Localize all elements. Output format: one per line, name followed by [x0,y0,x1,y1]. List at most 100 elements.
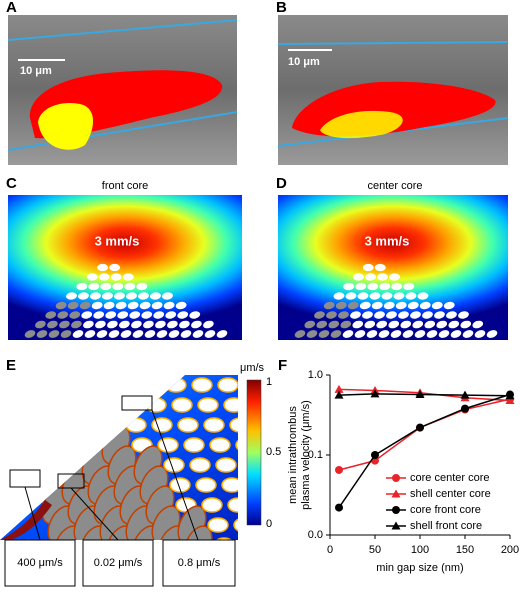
x-tick-label: 50 [369,544,381,556]
cell [125,417,147,433]
platelet [105,311,117,319]
platelet [120,330,132,338]
cell [49,425,79,465]
legend-label: shell center core [410,488,491,500]
platelet [102,292,113,300]
platelet [88,282,100,291]
cell [37,385,67,425]
cell [139,377,161,393]
platelet [138,292,149,300]
platelet [323,301,335,310]
platelet [364,320,376,329]
platelet [95,320,106,329]
cell [63,385,93,425]
platelet [431,301,443,310]
legend-marker [391,489,401,498]
platelet [450,330,462,338]
legend-label: core center core [410,472,489,484]
point [505,396,515,405]
platelet [338,311,349,319]
platelet [156,330,168,338]
platelet [81,311,93,319]
platelet [72,330,84,338]
platelet [83,320,94,329]
y-tick-label: 0.0 [308,529,323,541]
panel-label: D [276,175,287,192]
platelet [486,330,498,338]
platelet [127,301,139,310]
micrograph-b [277,15,509,165]
platelet [119,320,130,329]
platelet [66,292,77,300]
cell [113,377,135,393]
platelet [426,330,438,338]
platelet [369,292,381,300]
cell [217,377,238,393]
gap-flow-map [0,375,286,552]
colorbar [246,379,262,526]
platelet [93,311,105,319]
platelet [79,301,91,310]
platelet [132,330,144,338]
panel-label: A [6,0,17,16]
cell [87,377,109,393]
platelet [383,301,395,310]
cell [221,477,238,493]
platelet [318,330,330,338]
y-tick-label: 0.1 [308,449,323,461]
platelet [424,320,436,329]
platelet [90,292,101,300]
cell [266,538,286,552]
point [460,390,470,399]
platelet [143,320,154,329]
panel-title: center core [367,180,422,192]
platelet [330,330,342,338]
platelet [460,320,472,329]
chart: 1.0 0.1 0.0 0 50 100 150 200 min gap size (nm) me… [287,369,519,574]
cell [163,457,185,473]
platelet [365,273,376,281]
platelet [410,311,421,319]
cell [151,417,173,433]
cell [227,497,238,513]
platelet-mound [24,263,228,338]
platelet [107,320,118,329]
platelet [386,311,397,319]
platelet [48,330,60,338]
platelet [403,282,415,291]
callout-label: 400 μm/s [17,557,63,569]
platelet [203,320,214,329]
cell [215,457,237,473]
platelet [448,320,460,329]
platelet [326,311,337,319]
platelet [139,301,151,310]
platelet [378,330,390,338]
platelet [151,301,163,310]
cell [209,437,231,453]
platelet [189,311,201,319]
point [371,451,379,459]
platelet [422,311,433,319]
point [334,384,344,393]
platelet [400,320,412,329]
platelet-mound [294,263,498,338]
cell [195,477,217,493]
cell [169,477,191,493]
platelet [131,320,142,329]
platelet [117,311,129,319]
x-tick-label: 100 [411,544,429,556]
cell [197,397,219,413]
series-line [338,398,511,471]
platelet [407,301,419,310]
cell [31,375,61,405]
platelet [472,320,484,329]
platelet [366,330,378,338]
cell [89,385,119,425]
platelet [306,330,318,338]
platelet [144,330,156,338]
cell [17,405,47,445]
cell [157,437,179,453]
cell [57,375,87,405]
platelet [179,320,190,329]
platelet [412,320,424,329]
